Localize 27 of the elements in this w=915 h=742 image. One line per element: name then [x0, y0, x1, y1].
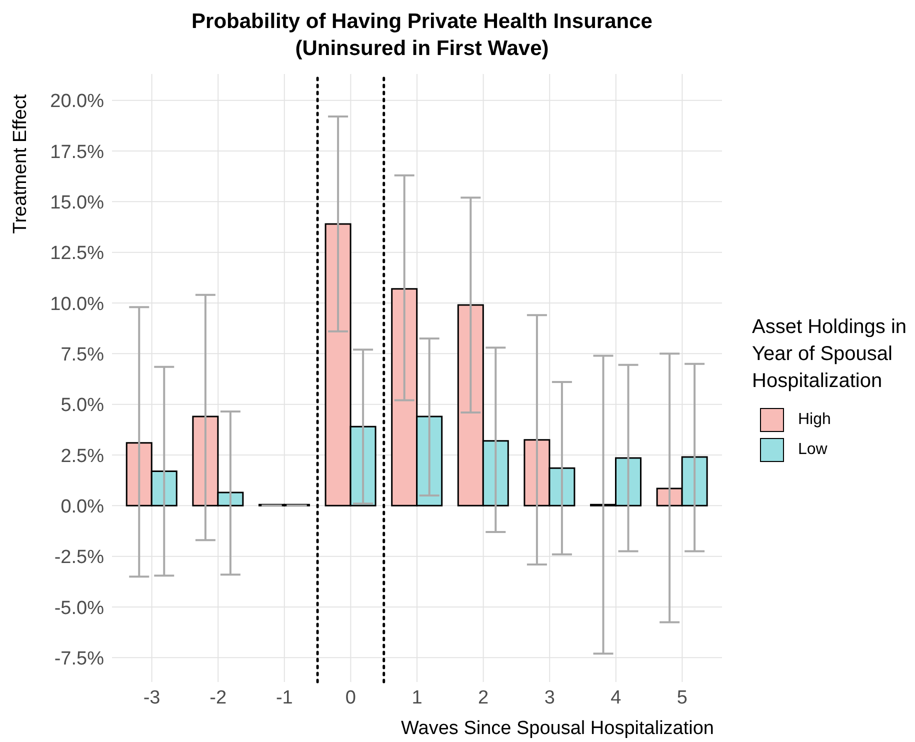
y-tick-label: 17.5% — [50, 142, 104, 163]
legend-label: Low — [798, 441, 828, 459]
y-tick-label: 15.0% — [50, 192, 104, 214]
x-tick-label: 0 — [345, 687, 356, 708]
y-tick-label: -5.0% — [54, 598, 104, 619]
y-tick-label: 12.5% — [50, 243, 104, 264]
y-tick-label: 0.0% — [60, 496, 104, 518]
y-tick-label: 10.0% — [50, 294, 104, 315]
x-tick-label: 5 — [676, 687, 688, 708]
x-tick-label: 4 — [610, 687, 622, 708]
chart-title: Probability of Having Private Health Insurance (Uninsured in First Wave) — [190, 9, 654, 62]
x-tick-label: 3 — [544, 687, 555, 708]
y-tick-label: 7.5% — [60, 344, 104, 366]
legend-label: High — [798, 411, 831, 429]
y-tick-label: 20.0% — [50, 91, 104, 112]
x-tick-label: -2 — [210, 687, 227, 708]
x-tick-label: -1 — [276, 687, 293, 708]
y-tick-label: -7.5% — [54, 648, 104, 670]
y-tick-label: 5.0% — [60, 395, 104, 416]
y-tick-label: 2.5% — [60, 446, 104, 467]
y-axis-title: Treatment Effect — [10, 94, 31, 234]
x-axis-title: Waves Since Spousal Hospitalization — [401, 718, 714, 739]
x-tick-label: -3 — [143, 687, 160, 708]
x-tick-label: 1 — [412, 687, 422, 708]
legend-title: Asset Holdings in Year of Spousal Hospitalization — [752, 315, 907, 394]
x-tick-label: 2 — [478, 687, 489, 708]
y-tick-label: -2.5% — [54, 547, 104, 568]
